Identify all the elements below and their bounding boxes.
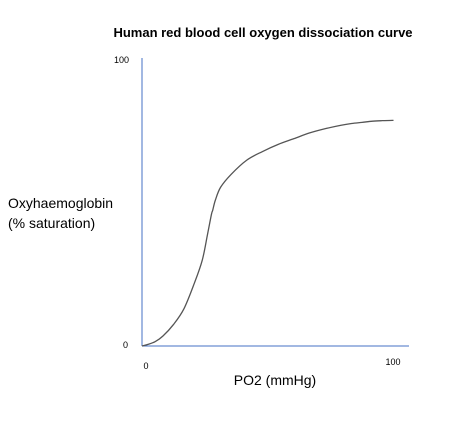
y-tick-label-max: 100 <box>114 55 129 65</box>
y-axis-label-line-2: (% saturation) <box>8 215 95 231</box>
x-tick-label-min: 0 <box>143 361 148 371</box>
y-axis-label: Oxyhaemoglobin (% saturation) <box>8 195 113 231</box>
x-axis-label: PO2 (mmHg) <box>234 372 316 388</box>
y-axis-label-line-1: Oxyhaemoglobin <box>8 195 113 211</box>
y-tick-label-min: 0 <box>123 340 128 350</box>
oxygen-dissociation-curve <box>141 119 394 347</box>
x-tick-label-max: 100 <box>385 357 400 367</box>
chart-title: Human red blood cell oxygen dissociation… <box>113 25 412 40</box>
